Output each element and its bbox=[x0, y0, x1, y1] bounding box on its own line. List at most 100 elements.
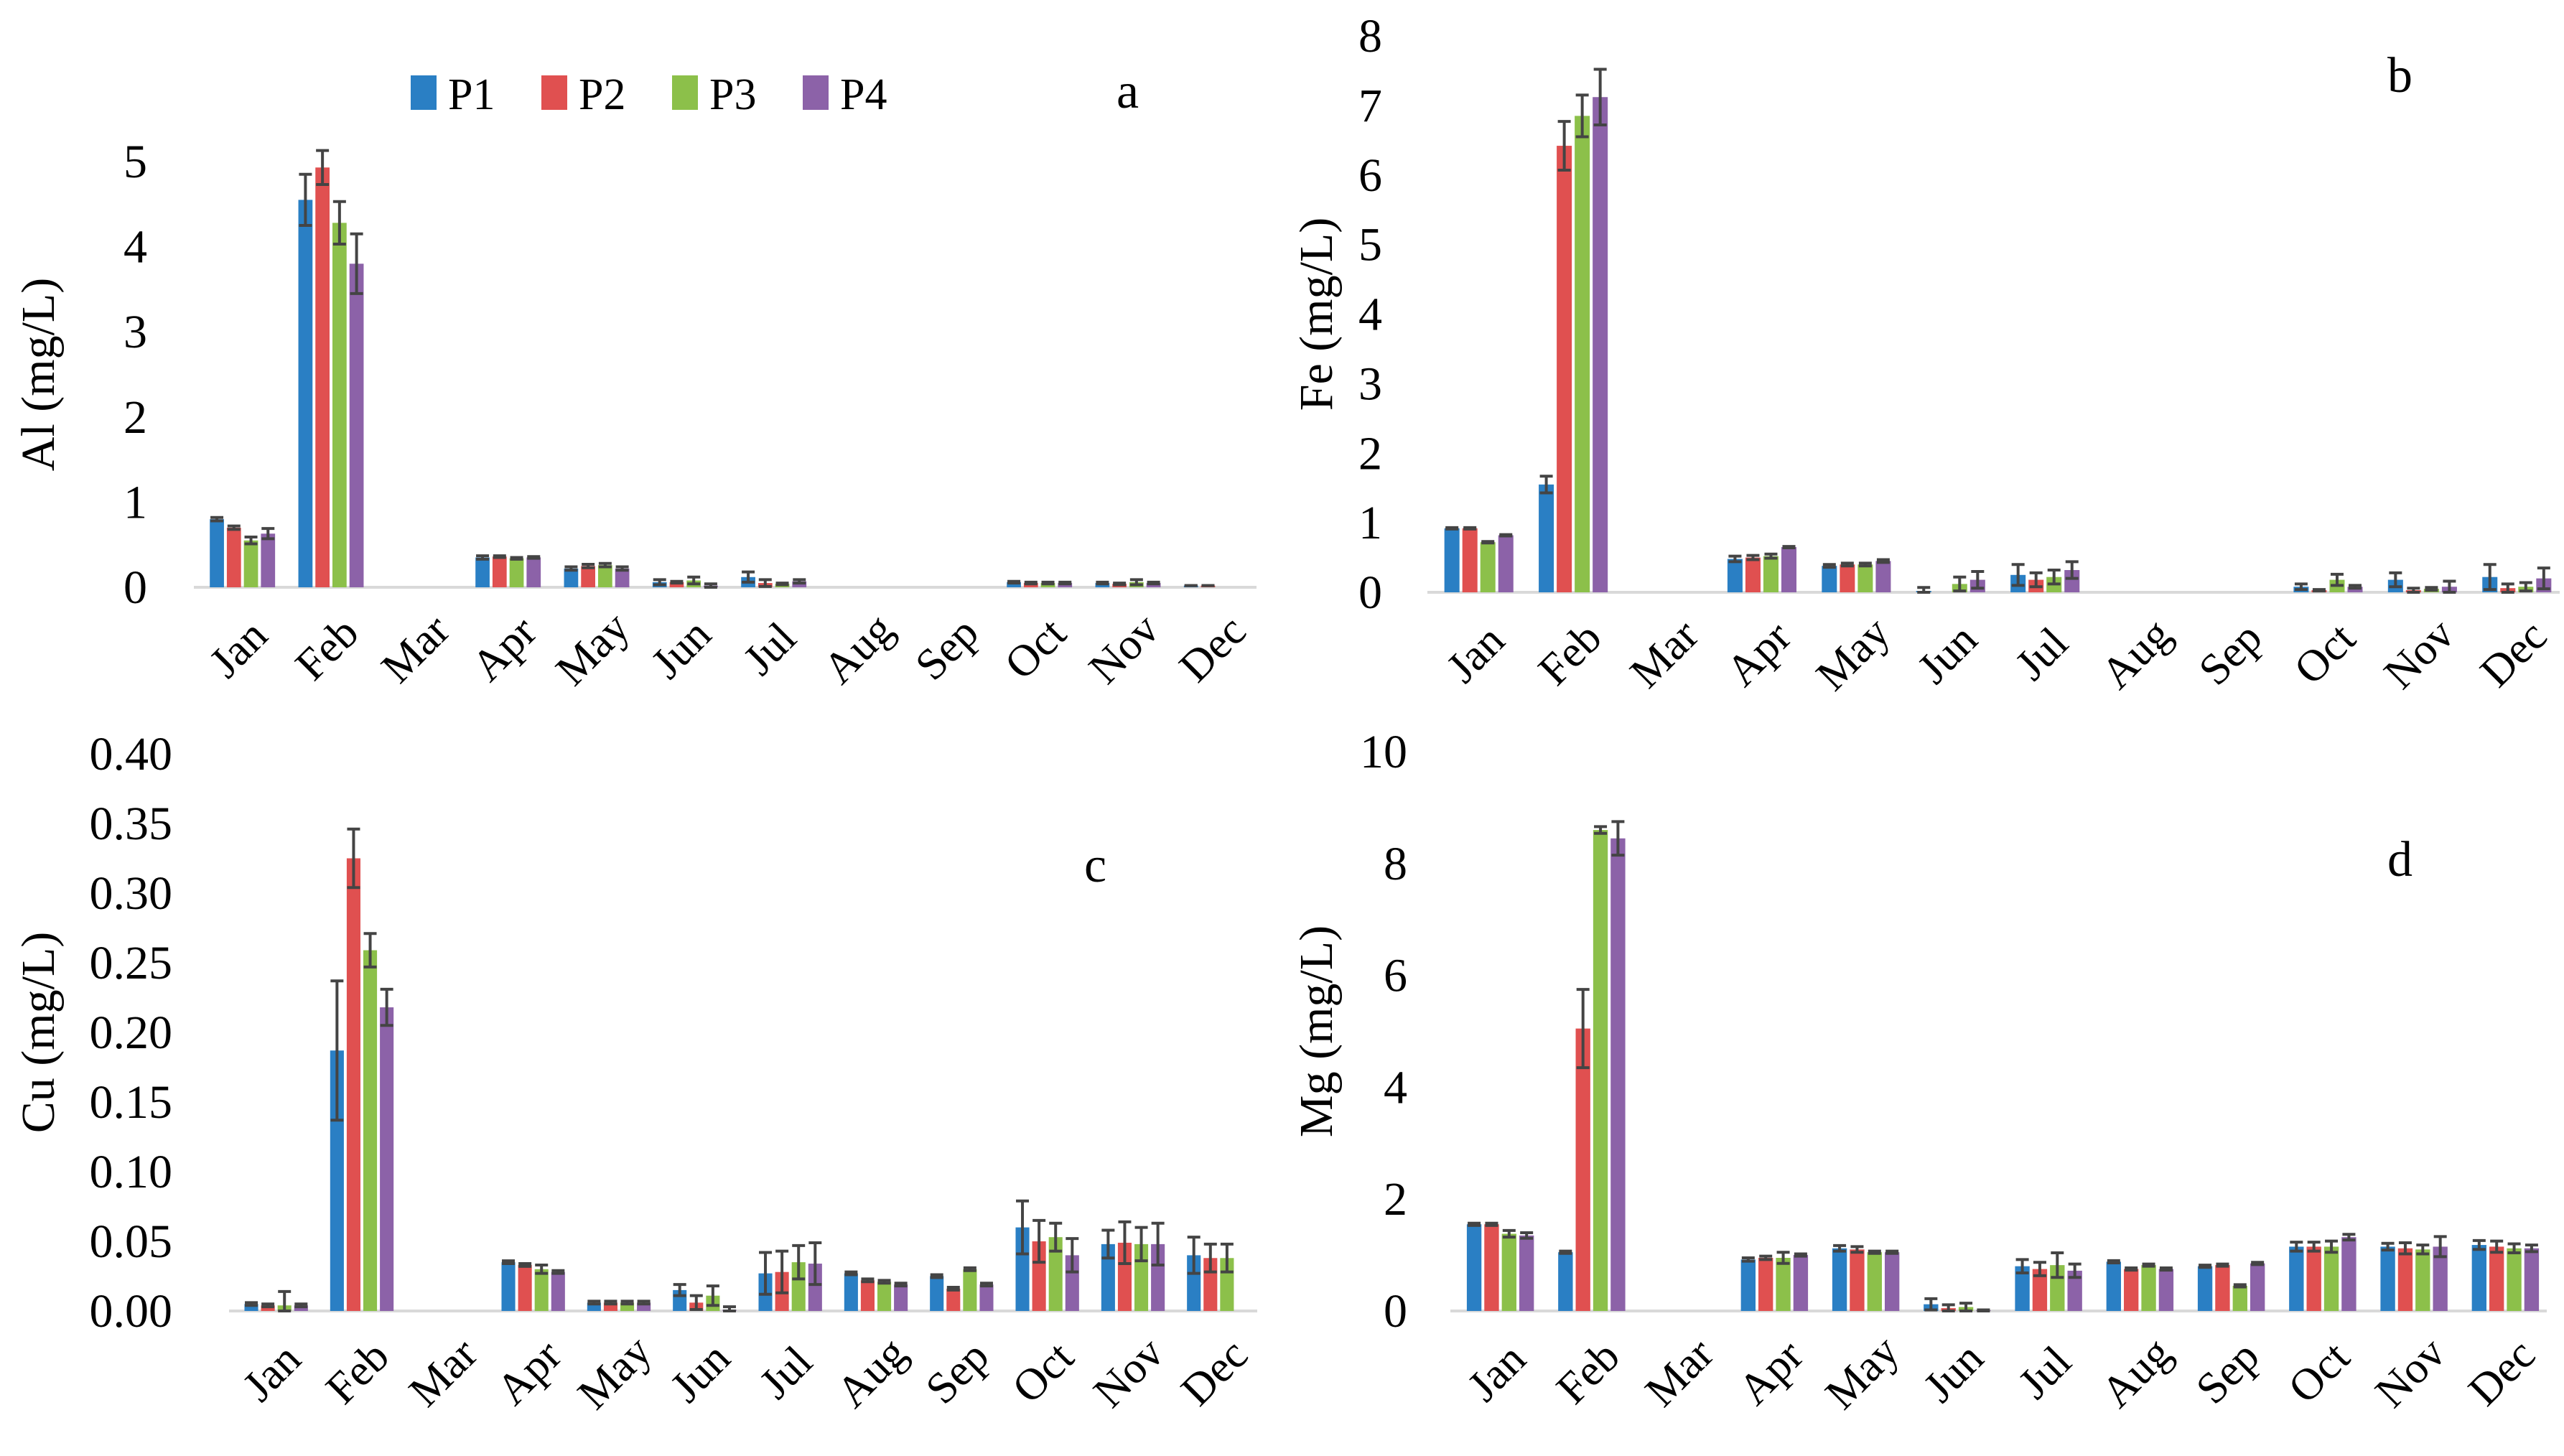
x-tick-label: Sep bbox=[917, 1332, 999, 1414]
bar-P3-May bbox=[1857, 564, 1873, 592]
x-tick-label: Jul bbox=[735, 613, 806, 684]
bar-P3-Jul bbox=[791, 1262, 806, 1311]
x-tick-label: Mar bbox=[1636, 1329, 1723, 1416]
bar-P4-Oct bbox=[2341, 1237, 2356, 1311]
panel-label: d bbox=[2387, 832, 2413, 887]
bar-P1-Apr bbox=[475, 557, 490, 587]
panel-c: 0.00 0.05 0.10 0.15 0.20 0.25 0.30 0.35 0.40 Cu (… bbox=[12, 728, 1257, 1419]
bar-P4-Jul bbox=[808, 1264, 822, 1311]
bar-P3-Aug bbox=[2141, 1265, 2156, 1311]
y-tick-label: 5 bbox=[123, 136, 147, 188]
x-tick-label: Aug bbox=[814, 605, 903, 694]
bar-P4-May bbox=[1884, 1252, 1900, 1311]
y-tick-label: 2 bbox=[1358, 427, 1382, 480]
bar-P2-May bbox=[1850, 1249, 1865, 1311]
x-tick-label: Jul bbox=[750, 1337, 821, 1408]
bar-P1-Apr bbox=[1727, 559, 1743, 592]
y-tick-label: 1 bbox=[123, 476, 147, 528]
bar-P3-Oct bbox=[1048, 1237, 1063, 1311]
y-tick-label: 0 bbox=[1384, 1285, 1407, 1338]
bar-P2-Nov bbox=[2397, 1248, 2413, 1311]
bar-P1-Dec bbox=[2471, 1245, 2487, 1311]
bar-P3-Feb bbox=[1593, 830, 1608, 1311]
y-tick-label: 0.30 bbox=[90, 867, 173, 920]
bar-P2-Nov bbox=[1117, 1242, 1132, 1311]
panel-label: c bbox=[1084, 838, 1106, 893]
bar-P3-Jan bbox=[243, 540, 258, 587]
bar-P4-Oct bbox=[1065, 1255, 1079, 1311]
x-tick-label: Feb bbox=[286, 608, 368, 690]
bar-P1-Oct bbox=[1007, 582, 1021, 587]
bar-P4-Jul bbox=[2064, 570, 2080, 592]
x-tick-label: May bbox=[546, 603, 638, 695]
bar-P1-Aug bbox=[2106, 1261, 2122, 1311]
bar-P4-Apr bbox=[1793, 1255, 1809, 1311]
y-axis-title: Cu (mg/L) bbox=[12, 932, 65, 1133]
y-tick-label: 2 bbox=[1384, 1173, 1407, 1226]
y-tick-label: 0.35 bbox=[90, 798, 173, 850]
y-tick-label: 4 bbox=[1384, 1061, 1407, 1114]
bar-P3-Jan bbox=[1501, 1233, 1516, 1311]
legend-label: P3 bbox=[709, 70, 756, 119]
bar-P3-Aug bbox=[877, 1282, 892, 1311]
bar-P2-May bbox=[1840, 564, 1855, 592]
bar-P3-Jan bbox=[1480, 542, 1496, 592]
bar-P1-Jul bbox=[2015, 1266, 2030, 1311]
x-tick-label: Jan bbox=[234, 1335, 311, 1411]
bar-P3-Dec bbox=[2507, 1248, 2522, 1311]
bar-P1-Sep bbox=[2197, 1266, 2213, 1311]
y-tick-label: 3 bbox=[1358, 358, 1382, 410]
y-tick-label: 6 bbox=[1358, 149, 1382, 202]
x-tick-label: Aug bbox=[2092, 610, 2181, 699]
y-axis-title: Al (mg/L) bbox=[12, 278, 65, 471]
bar-P1-Jan bbox=[1444, 528, 1460, 592]
x-tick-label: Jul bbox=[2006, 618, 2077, 689]
x-tick-label: Oct bbox=[996, 609, 1076, 689]
bar-P1-May bbox=[1822, 566, 1837, 592]
x-tick-label: Jun bbox=[1908, 615, 1987, 693]
x-tick-label: Dec bbox=[2459, 1330, 2545, 1416]
y-tick-label: 4 bbox=[1358, 289, 1382, 341]
bar-P1-Oct bbox=[2289, 1246, 2304, 1311]
bar-P2-Apr bbox=[492, 556, 507, 587]
x-tick-label: Apr bbox=[1729, 1330, 1813, 1414]
bar-P1-Feb bbox=[1539, 484, 1554, 592]
bar-P3-May bbox=[1867, 1252, 1882, 1311]
legend-swatch-P2 bbox=[541, 75, 567, 110]
y-tick-label: 8 bbox=[1358, 10, 1382, 62]
bar-P1-Feb bbox=[1558, 1252, 1573, 1311]
bar-P1-Feb bbox=[298, 200, 313, 587]
panel-d: 0 2 4 6 8 10 Mg (mg/L) d Jan Feb Mar Apr May Jun Jul Au… bbox=[1290, 726, 2547, 1419]
bar-P1-Oct bbox=[1015, 1227, 1030, 1311]
bar-P3-Sep bbox=[2232, 1285, 2247, 1311]
bar-P3-May bbox=[620, 1302, 635, 1311]
x-tick-label: Sep bbox=[2187, 1332, 2269, 1414]
panel-label: a bbox=[1116, 64, 1139, 119]
bar-P3-Apr bbox=[1776, 1257, 1791, 1311]
bar-P1-Apr bbox=[1740, 1259, 1756, 1311]
legend-label: P1 bbox=[448, 70, 495, 119]
x-tick-label: Jan bbox=[1437, 616, 1514, 693]
x-tick-label: Jun bbox=[1915, 1333, 1993, 1411]
bar-P4-Jan bbox=[261, 533, 276, 587]
x-tick-label: Nov bbox=[1080, 605, 1169, 694]
x-tick-label: Aug bbox=[2092, 1328, 2181, 1417]
bar-P2-Jan bbox=[226, 527, 241, 587]
legend-label: P2 bbox=[579, 70, 625, 119]
bar-P4-Jul bbox=[2067, 1270, 2082, 1311]
bar-P3-Sep bbox=[963, 1269, 977, 1311]
bar-P2-Oct bbox=[1032, 1241, 1046, 1311]
bar-P4-May bbox=[637, 1302, 651, 1311]
bar-P1-Sep bbox=[930, 1276, 944, 1311]
x-tick-label: Dec bbox=[1172, 1330, 1257, 1416]
bar-P4-May bbox=[1875, 561, 1891, 592]
bar-P2-Apr bbox=[1745, 557, 1761, 592]
x-tick-label: Jan bbox=[1458, 1335, 1535, 1411]
bar-P4-Feb bbox=[1610, 838, 1626, 1311]
x-tick-label: Feb bbox=[317, 1332, 398, 1414]
bar-P3-Nov bbox=[2415, 1249, 2430, 1311]
bar-P2-May bbox=[603, 1302, 617, 1311]
y-tick-label: 10 bbox=[1360, 726, 1407, 778]
bar-P1-May bbox=[1832, 1248, 1847, 1311]
legend-swatch-P4 bbox=[803, 75, 829, 110]
